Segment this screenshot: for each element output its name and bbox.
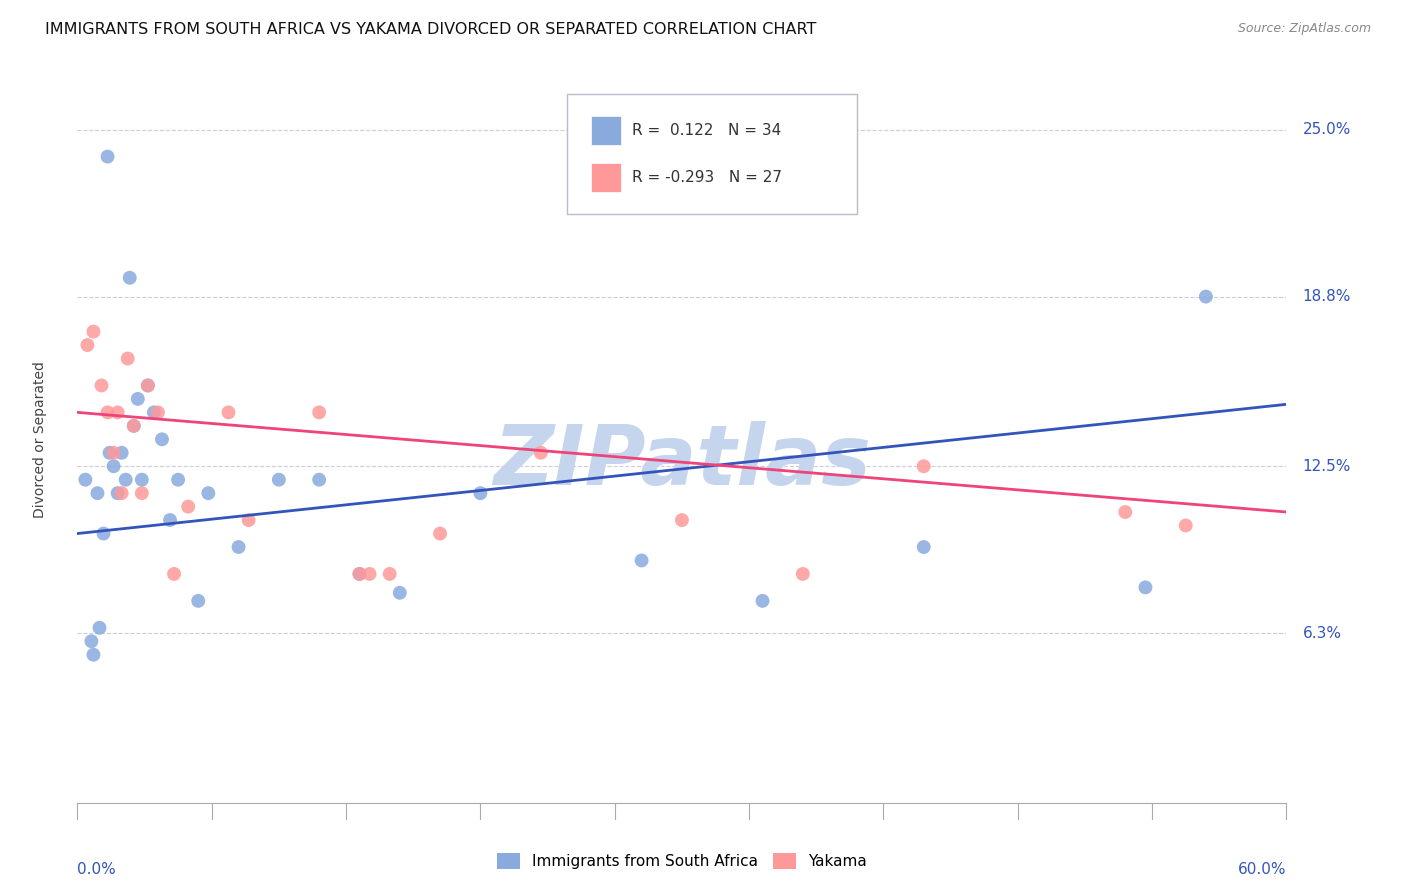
Point [378, 566, 401, 581]
Point [359, 566, 381, 581]
Point [80, 634, 103, 648]
Point [530, 446, 553, 460]
Text: ZIPatlas: ZIPatlas [494, 421, 870, 501]
Point [107, 405, 129, 419]
Point [150, 432, 173, 446]
Point [136, 378, 159, 392]
Point [131, 473, 153, 487]
Point [349, 566, 371, 581]
Point [1114, 505, 1136, 519]
Point [912, 540, 935, 554]
FancyBboxPatch shape [592, 162, 621, 192]
Point [630, 553, 652, 567]
Point [86, 486, 108, 500]
Text: R =  0.122   N = 34: R = 0.122 N = 34 [633, 123, 782, 138]
Text: 6.3%: 6.3% [1302, 625, 1341, 640]
Point [103, 446, 125, 460]
Point [142, 405, 165, 419]
Text: 18.8%: 18.8% [1302, 289, 1351, 304]
Text: IMMIGRANTS FROM SOUTH AFRICA VS YAKAMA DIVORCED OR SEPARATED CORRELATION CHART: IMMIGRANTS FROM SOUTH AFRICA VS YAKAMA D… [45, 22, 817, 37]
Point [103, 459, 125, 474]
Point [197, 486, 219, 500]
Point [127, 392, 149, 406]
Point [429, 526, 451, 541]
Point [89, 621, 111, 635]
Point [1195, 290, 1218, 304]
Point [308, 473, 330, 487]
Text: 12.5%: 12.5% [1302, 458, 1351, 474]
Point [218, 405, 240, 419]
Point [267, 473, 290, 487]
Point [671, 513, 693, 527]
Point [107, 486, 129, 500]
Point [122, 418, 145, 433]
Point [187, 594, 209, 608]
Point [76, 338, 98, 352]
Legend: Immigrants from South Africa, Yakama: Immigrants from South Africa, Yakama [491, 847, 873, 876]
Point [136, 378, 159, 392]
Point [82, 648, 104, 662]
Text: Divorced or Separated: Divorced or Separated [34, 361, 48, 517]
Point [167, 473, 190, 487]
FancyBboxPatch shape [592, 116, 621, 145]
Point [111, 446, 134, 460]
Point [470, 486, 492, 500]
Text: 0.0%: 0.0% [77, 862, 117, 877]
Point [388, 586, 411, 600]
Point [146, 405, 169, 419]
Point [114, 473, 136, 487]
Point [1135, 581, 1157, 595]
Point [118, 270, 141, 285]
Point [751, 594, 773, 608]
Point [98, 446, 121, 460]
Point [349, 566, 371, 581]
Point [90, 378, 112, 392]
Point [111, 486, 134, 500]
Point [96, 150, 118, 164]
Point [159, 513, 181, 527]
Point [792, 566, 814, 581]
Point [117, 351, 139, 366]
Point [93, 526, 115, 541]
Point [228, 540, 250, 554]
Text: R = -0.293   N = 27: R = -0.293 N = 27 [633, 169, 782, 185]
Text: Source: ZipAtlas.com: Source: ZipAtlas.com [1237, 22, 1371, 36]
Point [131, 486, 153, 500]
Point [82, 325, 104, 339]
Point [96, 405, 118, 419]
Point [308, 405, 330, 419]
Point [177, 500, 200, 514]
Point [238, 513, 260, 527]
Point [75, 473, 97, 487]
FancyBboxPatch shape [567, 94, 858, 214]
Point [122, 418, 145, 433]
Point [912, 459, 935, 474]
Text: 25.0%: 25.0% [1302, 122, 1351, 137]
Point [1174, 518, 1197, 533]
Text: 60.0%: 60.0% [1239, 862, 1286, 877]
Point [163, 566, 186, 581]
